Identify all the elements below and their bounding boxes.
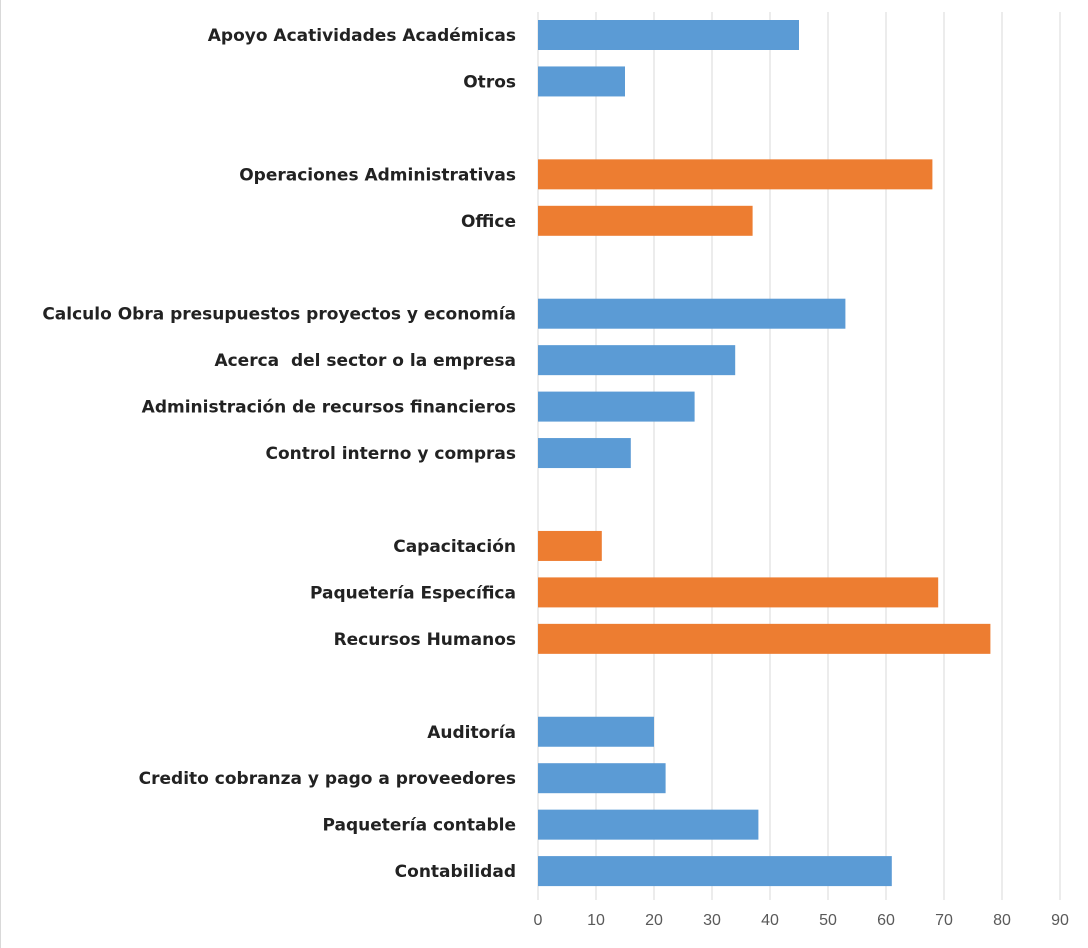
- x-tick-label: 70: [935, 912, 953, 929]
- category-label: Paquetería Específica: [310, 583, 516, 603]
- bar: [538, 623, 991, 654]
- bar: [538, 20, 799, 50]
- category-labels: Apoyo Acatividades Académicas Otros Operac…: [42, 26, 516, 882]
- x-tick-label: 30: [703, 912, 721, 929]
- bar: [538, 345, 736, 376]
- bar: [538, 66, 625, 97]
- bar: [538, 809, 759, 840]
- bars: [538, 20, 991, 887]
- x-tick-label: 0: [534, 912, 543, 929]
- x-tick-label: 80: [993, 912, 1011, 929]
- x-tick-label: 90: [1051, 912, 1069, 929]
- category-label: Operaciones Administrativas: [239, 165, 516, 185]
- bar: [538, 856, 892, 887]
- x-tick-label: 10: [587, 912, 605, 929]
- category-label: Administración de recursos financieros: [142, 398, 516, 418]
- category-label: Capacitación: [393, 537, 516, 557]
- x-tick-label: 40: [761, 912, 779, 929]
- bar: [538, 205, 753, 236]
- category-label: Contabilidad: [395, 862, 516, 882]
- category-label: Calculo Obra presupuestos proyectos y ec…: [42, 305, 516, 325]
- category-label: Control interno y compras: [266, 444, 516, 464]
- category-label: Office: [461, 212, 516, 232]
- x-tick-label: 20: [645, 912, 663, 929]
- x-axis-ticks: 0 10 20 30 40 50 60 70 80 90: [534, 912, 1069, 929]
- bar: [538, 438, 631, 469]
- category-label: Recursos Humanos: [334, 630, 516, 650]
- x-tick-label: 50: [819, 912, 837, 929]
- category-label: Paquetería contable: [322, 816, 516, 836]
- bar: [538, 298, 846, 329]
- bar: [538, 391, 695, 422]
- bar: [538, 530, 602, 561]
- x-tick-label: 60: [877, 912, 895, 929]
- bar: [538, 577, 939, 608]
- category-label: Otros: [463, 72, 516, 92]
- bar: [538, 159, 933, 190]
- category-label: Credito cobranza y pago a proveedores: [139, 769, 516, 789]
- category-label: Auditoría: [427, 723, 516, 743]
- category-label: Apoyo Acatividades Académicas: [208, 26, 516, 46]
- bar: [538, 716, 654, 747]
- bar: [538, 763, 666, 794]
- category-label: Acerca del sector o la empresa: [214, 351, 516, 371]
